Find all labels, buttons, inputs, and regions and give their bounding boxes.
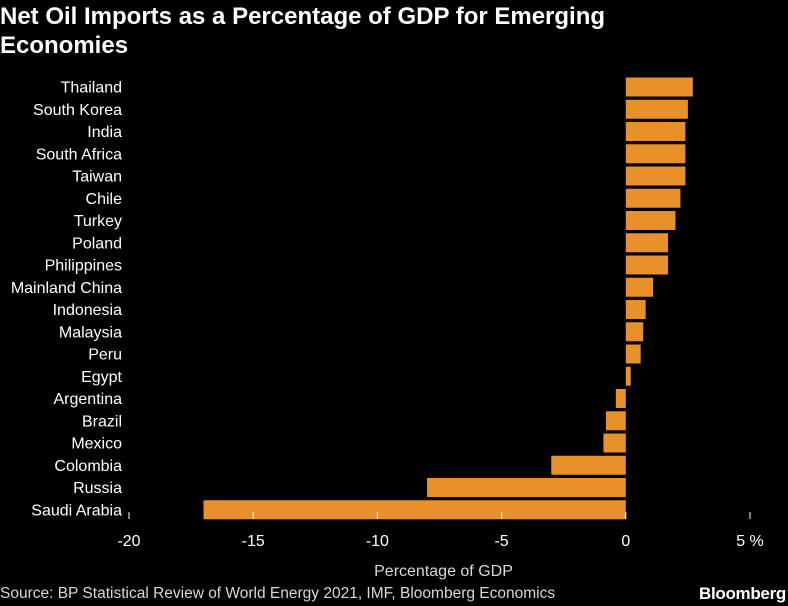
category-label-peru: Peru [88,347,122,364]
bar-saudi-arabia [203,500,626,520]
bar-mexico [603,433,626,453]
bar-malaysia [625,322,644,342]
category-label-poland: Poland [72,235,122,252]
x-axis-group: -20 -15 -10 -5 0 5 % [117,512,764,550]
bar-philippines [625,255,669,275]
category-label-russia: Russia [73,480,122,497]
x-tick-label: -20 [117,533,140,550]
bar-chile [625,188,681,208]
bar-egypt [625,366,631,386]
category-label-south-korea: South Korea [33,102,122,119]
bar-south-korea [625,99,688,119]
bar-poland [625,233,669,253]
x-tick-label: -5 [494,533,508,550]
category-label-mainland-china: Mainland China [11,280,122,297]
bar-colombia [551,455,626,475]
x-tick-label: -15 [242,533,265,550]
chart-title: Net Oil Imports as a Percentage of GDP f… [0,3,606,59]
bar-taiwan [625,166,686,186]
source-note: Source: BP Statistical Review of World E… [0,585,556,602]
category-label-chile: Chile [86,191,123,208]
bloomberg-logo: Bloomberg [698,584,786,603]
bar-india [625,122,686,141]
x-tick-label: -10 [366,533,389,550]
x-tick-label: 5 % [736,533,764,550]
category-label-indonesia: Indonesia [53,302,122,319]
category-label-brazil: Brazil [82,413,122,430]
category-label-saudi-arabia: Saudi Arabia [31,502,122,519]
bar-peru [625,344,641,364]
bars-group [203,77,693,520]
category-label-turkey: Turkey [74,213,122,230]
x-axis-title: Percentage of GDP [374,563,513,580]
category-label-india: India [87,124,122,141]
category-label-argentina: Argentina [54,391,123,408]
bar-russia [427,478,626,497]
category-labels-group: Thailand South Korea India South Africa Taiw… [11,80,123,520]
category-label-mexico: Mexico [71,436,122,453]
bar-argentina [615,389,626,408]
bar-brazil [605,411,626,431]
category-label-philippines: Philippines [45,258,122,275]
bar-south-africa [625,144,686,164]
category-label-malaysia: Malaysia [59,324,122,341]
bar-turkey [625,211,676,230]
bar-indonesia [625,300,646,319]
x-tick-label: 0 [621,533,630,550]
category-label-colombia: Colombia [54,458,122,475]
category-label-egypt: Egypt [81,369,122,386]
category-label-taiwan: Taiwan [72,169,122,186]
category-label-thailand: Thailand [61,80,122,97]
bar-thailand [625,77,693,97]
bar-mainland-china [625,277,654,297]
category-label-south-africa: South Africa [36,146,122,163]
